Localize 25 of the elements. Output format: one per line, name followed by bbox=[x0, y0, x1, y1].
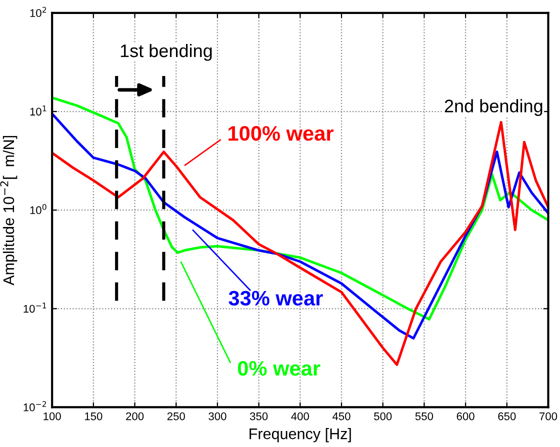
x-axis-title: Frequency [Hz] bbox=[250, 428, 351, 442]
x-tick-label: 200 bbox=[126, 412, 144, 420]
x-tick-label: 550 bbox=[415, 412, 434, 420]
x-tick-label: 100 bbox=[44, 412, 61, 420]
annotation: 33% wear bbox=[228, 290, 323, 306]
y-tick-label: 10$^{−2}$ bbox=[24, 401, 46, 412]
annotation: 1st bending bbox=[120, 44, 212, 61]
y-tick-label: 10$^{−1}$ bbox=[24, 302, 46, 313]
x-tick-label: 650 bbox=[498, 412, 516, 420]
x-tick-label: 600 bbox=[456, 412, 474, 420]
x-tick-label: 350 bbox=[250, 412, 268, 420]
annotation: 0% wear bbox=[238, 360, 320, 376]
x-tick-label: 150 bbox=[85, 412, 102, 420]
x-tick-label: 250 bbox=[167, 412, 185, 420]
x-tick-label: 450 bbox=[332, 412, 350, 420]
x-tick-label: 700 bbox=[540, 412, 558, 420]
y-tick-label: 10$^{0}$ bbox=[30, 204, 46, 214]
y-tick-label: 10$^{1}$ bbox=[30, 106, 46, 116]
x-tick-label: 400 bbox=[291, 412, 309, 420]
annotation: 100% wear bbox=[228, 126, 334, 141]
y-axis-title: Amplitude 10$^{−2}$[ m/N] bbox=[0, 136, 18, 286]
x-tick-label: 500 bbox=[374, 412, 392, 420]
y-tick-label: 10$^{2}$ bbox=[30, 6, 46, 18]
x-tick-label: 300 bbox=[208, 412, 226, 420]
annotation: 2nd bending bbox=[444, 99, 542, 116]
